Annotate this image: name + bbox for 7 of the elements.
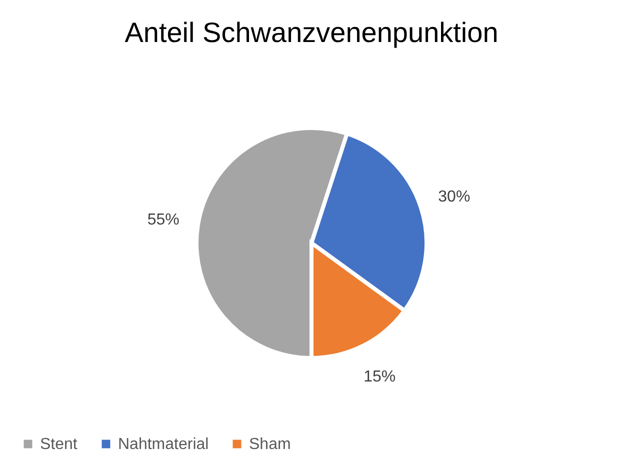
chart-title: Anteil Schwanzvenenpunktion (124, 17, 498, 48)
legend-label: Stent (40, 436, 78, 453)
legend-label: Nahtmaterial (118, 436, 209, 453)
data-label: 15% (364, 368, 396, 386)
legend-label: Sham (249, 436, 291, 453)
data-label: 55% (147, 212, 180, 229)
data-label: 30% (438, 188, 470, 206)
